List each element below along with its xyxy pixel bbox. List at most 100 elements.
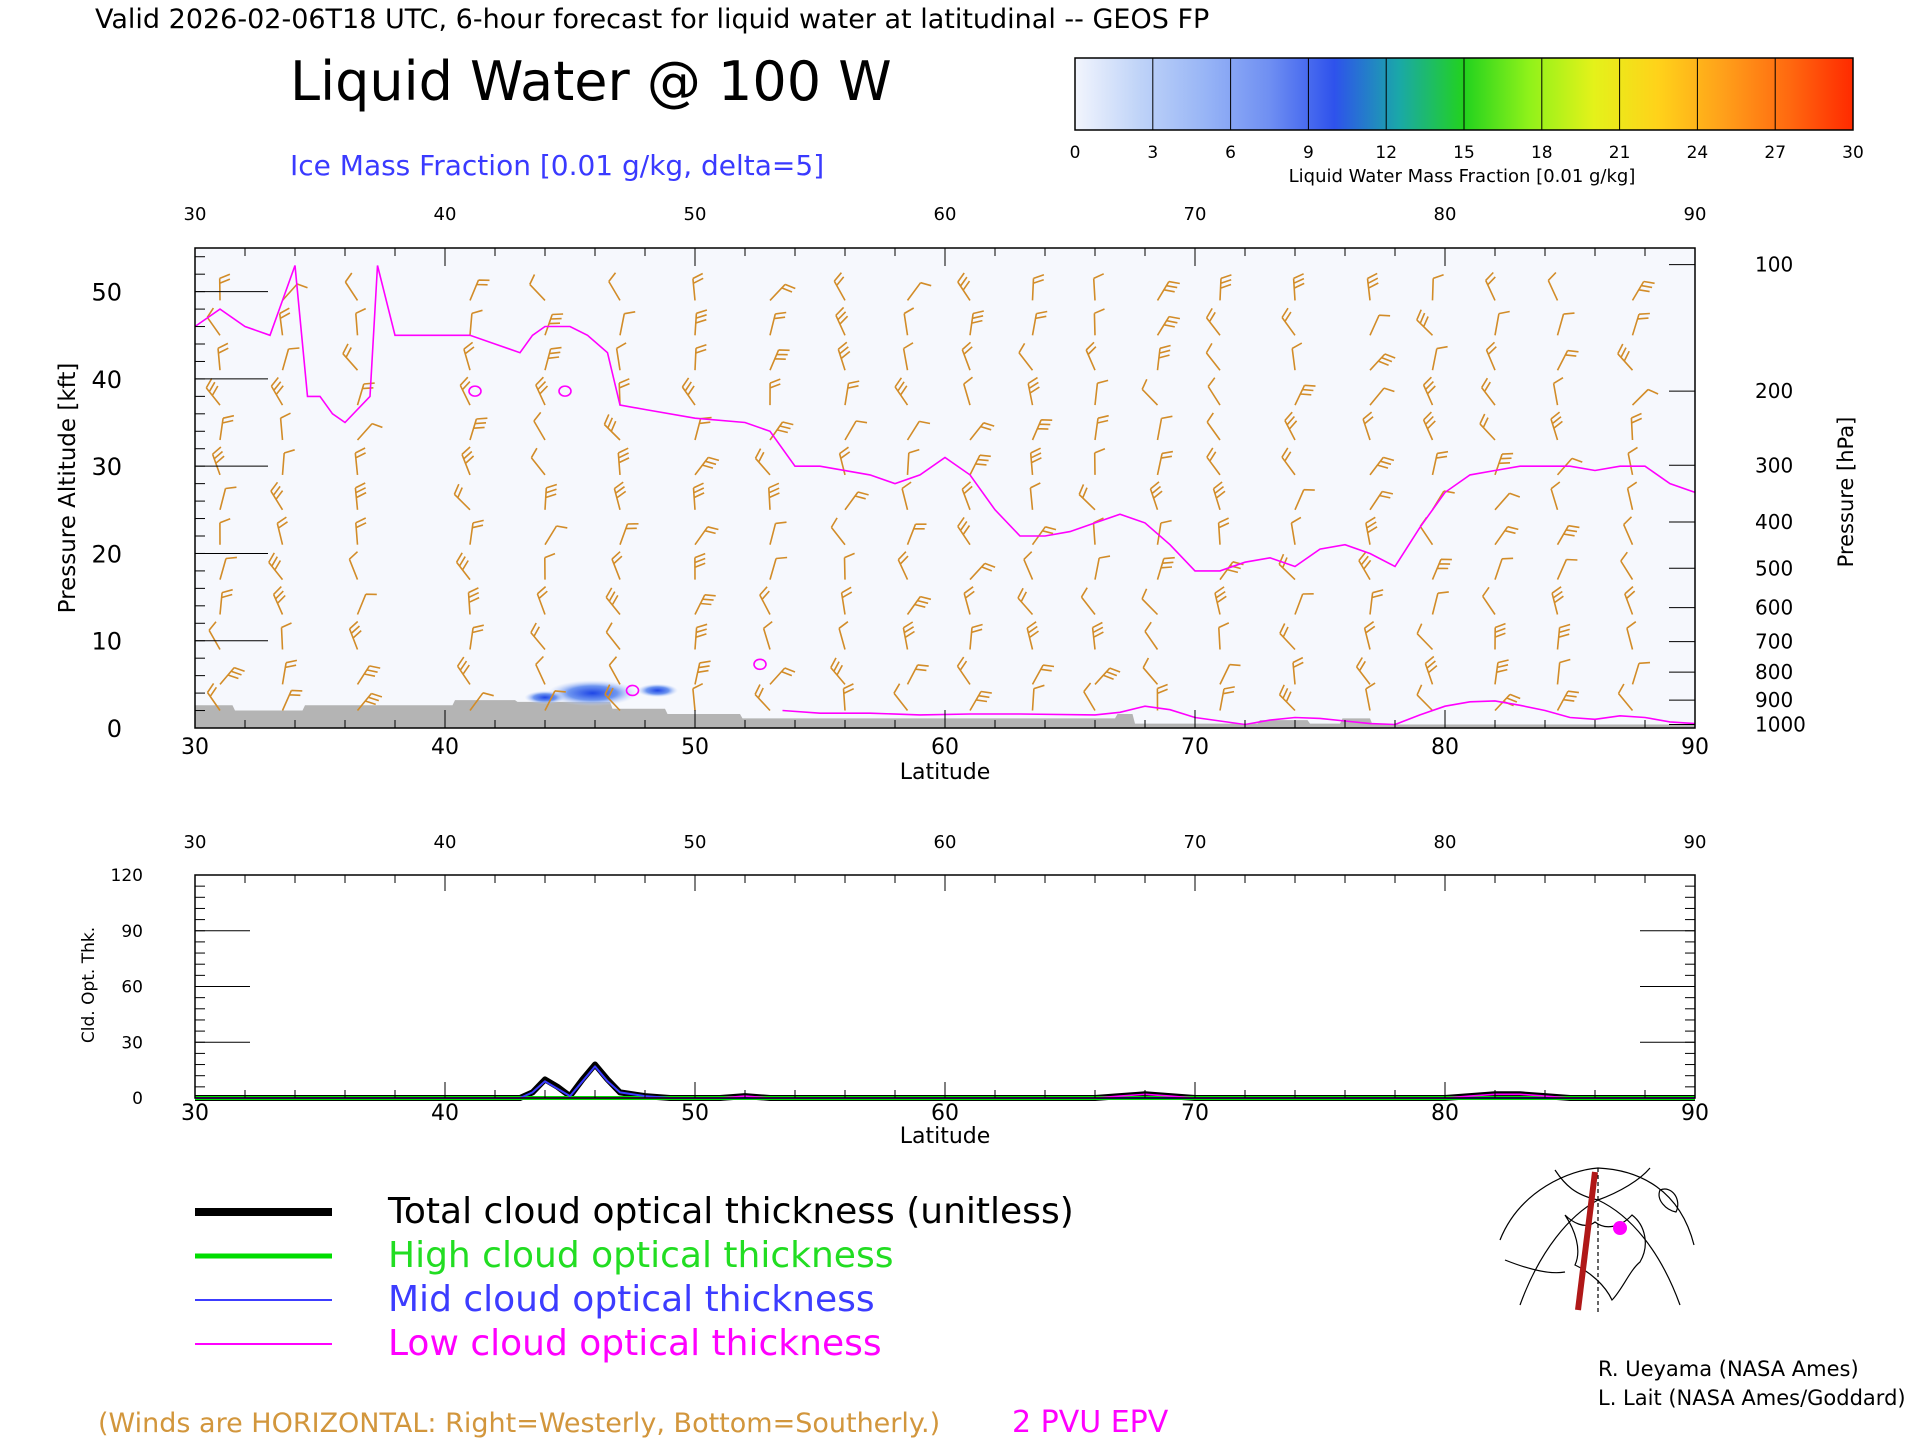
wind-barb (1078, 484, 1096, 511)
y-axis-label: Pressure Altitude [kft] (55, 363, 81, 614)
wind-barb (1292, 273, 1305, 301)
wind-barb (961, 481, 973, 511)
wind-barb (1085, 341, 1097, 371)
wind-barb (1358, 551, 1372, 581)
pressure-tick-label: 500 (1755, 556, 1793, 580)
wind-barb (1207, 377, 1221, 406)
ice-mass-layer (524, 680, 678, 707)
wind-barb (902, 342, 914, 371)
wind-barb (469, 417, 488, 441)
wind-barb (205, 377, 221, 406)
wind-barb (206, 682, 221, 711)
wind-barb (692, 272, 704, 301)
legend-low: Low cloud optical thickness (388, 1323, 882, 1364)
wind-barb (1156, 556, 1175, 580)
wind-barb (1355, 657, 1371, 685)
wind-barb (469, 692, 494, 711)
wind-barb (1290, 516, 1302, 545)
wind-barb (835, 306, 849, 336)
wind-barb (759, 586, 771, 615)
wind-barb (1631, 388, 1659, 406)
wind-barb (219, 517, 231, 545)
wind-barb (544, 346, 562, 371)
wind-barb (268, 552, 284, 581)
wind-barb (1620, 551, 1634, 581)
wind-barb (1219, 561, 1244, 581)
wind-barb (769, 283, 796, 301)
wind-barb (1031, 310, 1048, 336)
wind-barb (219, 666, 245, 685)
wind-barb (1494, 492, 1521, 511)
x-top-tick-label: 40 (434, 204, 457, 225)
bottom-y-axis-label: Cld. Opt. Thk. (79, 927, 99, 1043)
wind-barb (961, 341, 973, 371)
wind-barb (769, 378, 781, 406)
wind-barb (897, 551, 909, 580)
bottom-x-tick-label: 80 (1431, 1101, 1459, 1126)
wind-barb (843, 552, 855, 580)
wind-barb (544, 690, 566, 711)
pressure-tick-label: 400 (1755, 510, 1793, 534)
legend: Total cloud optical thickness (unitless)… (195, 1191, 1074, 1364)
wind-barb (1141, 378, 1159, 406)
wind-barb (830, 517, 846, 546)
pressure-tick-label: 600 (1755, 596, 1793, 620)
colorbar-label: Liquid Water Mass Fraction [0.01 g/kg] (1289, 166, 1636, 187)
wind-barb (681, 377, 696, 406)
wind-barb (1156, 344, 1171, 371)
wind-barb (535, 655, 546, 685)
valid-time-line: Valid 2026-02-06T18 UTC, 6-hour forecast… (95, 4, 1209, 35)
wind-barb (1551, 586, 1564, 615)
wind-barb (957, 516, 971, 546)
bottom-x-tick-label: 50 (681, 1101, 709, 1126)
colorbar-tick-label: 15 (1453, 143, 1475, 163)
wind-barb (1624, 586, 1636, 615)
wind-barb (1556, 558, 1578, 580)
wind-barb (694, 552, 706, 580)
wind-barb (1494, 310, 1510, 336)
wind-barb (1424, 655, 1438, 685)
wind-barb (1550, 411, 1563, 441)
wind-barb (901, 481, 912, 510)
y-tick-label: 0 (107, 715, 122, 743)
wind-barb (533, 411, 546, 441)
wind-barb (469, 519, 484, 545)
wind-barb (1422, 376, 1436, 406)
epv-small-contour (468, 385, 482, 397)
wind-barb (1219, 274, 1232, 301)
wind-barb (894, 377, 909, 406)
wind-barb (754, 448, 771, 476)
wind-barb (1630, 412, 1643, 441)
wind-barb (694, 309, 708, 336)
wind-barb (456, 656, 471, 685)
x-top-tick-label: 30 (184, 204, 207, 225)
wind-barb (1431, 450, 1449, 476)
x-top-tick-label: 60 (934, 204, 957, 225)
wind-barb (969, 310, 984, 336)
wind-barb (1366, 272, 1379, 301)
wind-barb (769, 349, 790, 371)
epv-2pvu-line (194, 265, 1696, 572)
colorbar-tick-label: 12 (1375, 143, 1397, 163)
wind-barb (536, 586, 548, 615)
wind-barb (1206, 412, 1221, 441)
cross-section-chart: 3030404050506060707080809090010203040501… (55, 204, 1858, 785)
bottom-y-tick-label: 30 (121, 1033, 143, 1053)
colorbar-tick-label: 6 (1225, 143, 1236, 163)
wind-barb (1431, 345, 1448, 371)
wind-barb (969, 562, 996, 581)
wind-barb (1205, 342, 1221, 371)
wind-barb (619, 523, 639, 545)
wind-barb (281, 449, 295, 475)
wind-barb (769, 311, 787, 336)
wind-barb (219, 486, 237, 511)
wind-barb (969, 623, 983, 650)
wind-barb (535, 376, 549, 406)
wind-barb (1279, 623, 1296, 651)
bottom-x-top-tick-label: 40 (434, 832, 457, 853)
wind-barb (893, 683, 909, 711)
x-tick-label: 50 (681, 735, 709, 760)
y-tick-label: 30 (91, 453, 122, 481)
wind-barb (1431, 273, 1444, 301)
